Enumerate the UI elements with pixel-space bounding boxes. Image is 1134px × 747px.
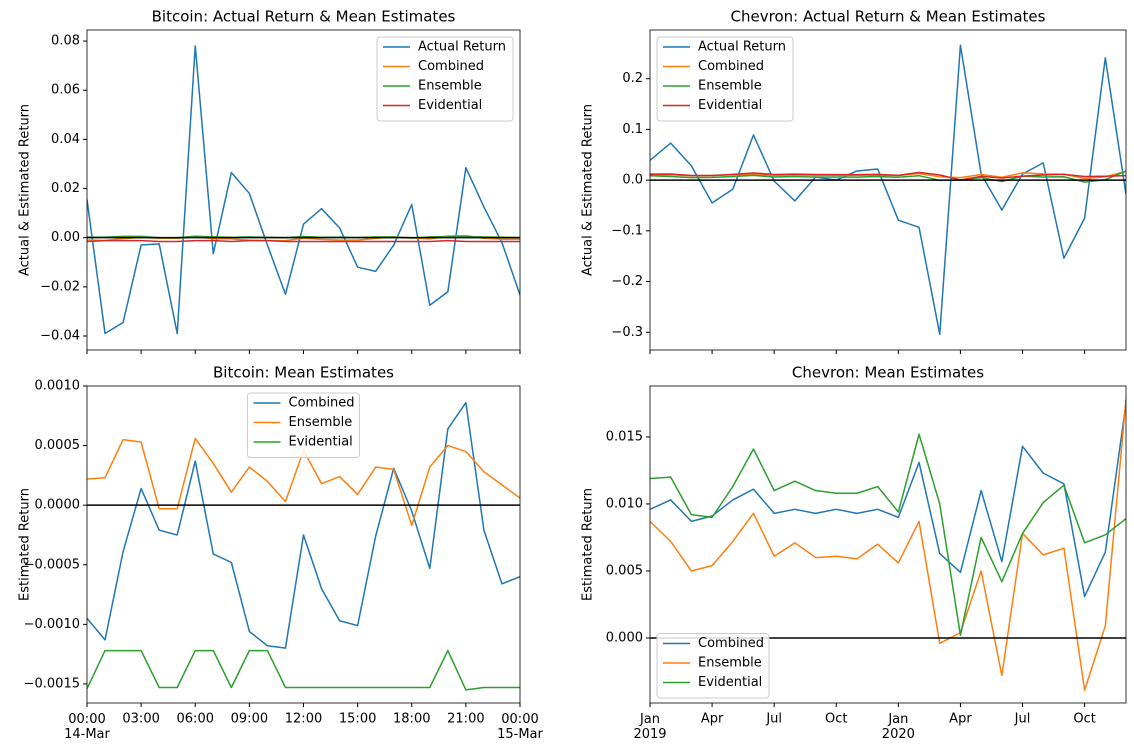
subplot-title: Chevron: Mean Estimates [792, 364, 984, 382]
x-tick-label: Jan 2019 [633, 712, 666, 742]
axes-frame [86, 385, 521, 704]
series-line [650, 170, 1126, 183]
y-tick-label: 0.06 [51, 83, 80, 98]
plot-area [650, 44, 1126, 336]
series-line [650, 44, 1126, 336]
series-line [87, 239, 520, 243]
series-line [87, 649, 520, 691]
y-tick-label: −0.02 [40, 279, 80, 294]
plot-area [650, 399, 1126, 692]
y-tick-label: 0.005 [606, 563, 643, 578]
y-tick-label: 0.1 [622, 122, 643, 137]
legend: Combined Ensemble Evidential [247, 392, 360, 458]
y-axis-label: Estimated Return [18, 488, 33, 601]
legend-label: Evidential [418, 98, 482, 113]
legend-label: Combined [698, 636, 764, 651]
x-tick-label: Apr [949, 712, 972, 727]
legend-label: Ensemble [698, 656, 762, 671]
axes-frame [649, 385, 1127, 704]
x-tick-label: 00:00 15-Mar [497, 712, 543, 742]
legend-label: Combined [418, 59, 484, 74]
x-tick-label: 18:00 [393, 712, 430, 727]
subplot: Chevron: Actual Return & Mean Estimates A… [581, 8, 1127, 354]
y-tick-label: −0.0010 [24, 617, 80, 632]
y-tick-label: −0.1 [611, 223, 643, 238]
legend-label: Ensemble [289, 415, 353, 430]
legend: Combined Ensemble Evidential [656, 633, 770, 699]
y-tick-label: −0.2 [611, 274, 643, 289]
legend-label: Combined [698, 59, 764, 74]
x-tick-label: Jul [765, 712, 782, 727]
x-tick-label: 21:00 [447, 712, 484, 727]
y-tick-label: 0.0 [622, 173, 643, 188]
legend-label: Ensemble [698, 79, 762, 94]
y-tick-label: 0.02 [51, 181, 80, 196]
y-tick-label: 0.2 [622, 71, 643, 86]
legend-label: Ensemble [418, 79, 482, 94]
x-tick-label: Jan 2020 [882, 712, 915, 742]
legend-box [376, 36, 514, 122]
x-tick-label: 06:00 [177, 712, 214, 727]
series-line [650, 403, 1126, 598]
x-tick-label: 12:00 [285, 712, 322, 727]
legend-label: Actual Return [418, 40, 506, 55]
legend-label: Evidential [698, 98, 762, 113]
y-tick-label: 0.0010 [35, 379, 81, 394]
x-tick-label: 09:00 [231, 712, 268, 727]
axes-frame [86, 29, 521, 351]
x-tick-label: Jul [1014, 712, 1031, 727]
y-tick-label: 0.0000 [35, 498, 81, 513]
x-tick-label: 15:00 [339, 712, 376, 727]
y-tick-label: −0.3 [611, 325, 643, 340]
series-line [87, 45, 520, 335]
series-line [87, 401, 520, 649]
x-tick-label: Oct [825, 712, 847, 727]
x-tick-label: Apr [701, 712, 724, 727]
legend-label: Actual Return [698, 40, 786, 55]
y-tick-label: 0.04 [51, 132, 80, 147]
legend: Actual Return Combined Ensemble Evidential [376, 36, 514, 122]
legend: Actual Return Combined Ensemble Evidential [656, 36, 794, 122]
subplot-title: Bitcoin: Actual Return & Mean Estimates [152, 8, 456, 26]
subplot-title: Chevron: Actual Return & Mean Estimates [731, 8, 1046, 26]
series-line [650, 399, 1126, 692]
y-tick-label: 0.015 [606, 429, 643, 444]
subplot-title: Bitcoin: Mean Estimates [213, 364, 394, 382]
y-axis-label: Estimated Return [581, 488, 596, 601]
y-axis-label: Actual & Estimated Return [18, 104, 33, 276]
series-line [650, 171, 1126, 181]
x-tick-label: 03:00 [122, 712, 159, 727]
series-line [650, 433, 1126, 637]
legend-label: Evidential [289, 435, 353, 450]
y-tick-label: −0.0015 [24, 676, 80, 691]
x-tick-label: 00:00 14-Mar [64, 712, 110, 742]
legend-label: Combined [289, 396, 355, 411]
legend-box [656, 36, 794, 122]
x-tick-label: Oct [1073, 712, 1095, 727]
subplot: Chevron: Mean Estimates Estimated Return 0… [581, 364, 1127, 742]
legend-label: Evidential [698, 675, 762, 690]
y-tick-label: 0.000 [606, 630, 643, 645]
y-tick-label: 0.08 [51, 34, 80, 49]
y-axis-label: Actual & Estimated Return [581, 104, 596, 276]
y-tick-label: 0.010 [606, 496, 643, 511]
y-tick-label: 0.0005 [35, 438, 81, 453]
axes-frame [649, 29, 1127, 351]
y-tick-label: 0.00 [51, 230, 80, 245]
y-tick-label: −0.0005 [24, 557, 80, 572]
y-tick-label: −0.04 [40, 328, 80, 343]
subplot: Bitcoin: Actual Return & Mean Estimates A… [18, 8, 521, 354]
